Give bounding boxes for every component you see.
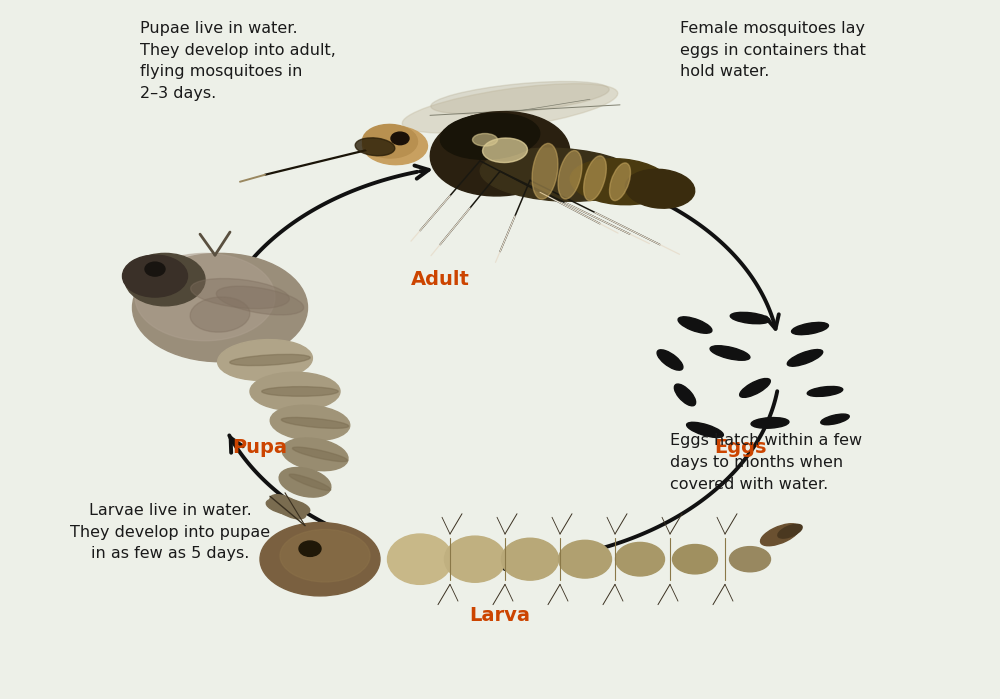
Ellipse shape — [751, 417, 789, 428]
Ellipse shape — [710, 346, 750, 360]
Ellipse shape — [440, 113, 540, 159]
Text: Pupae live in water.
They develop into adult,
flying mosquitoes in
2–3 days.: Pupae live in water. They develop into a… — [140, 21, 336, 101]
Ellipse shape — [266, 498, 310, 515]
Ellipse shape — [145, 262, 165, 276]
Ellipse shape — [444, 536, 506, 582]
Ellipse shape — [125, 254, 205, 306]
Text: Adult: Adult — [411, 270, 469, 289]
Ellipse shape — [250, 372, 340, 411]
Ellipse shape — [558, 540, 612, 578]
Ellipse shape — [299, 541, 321, 556]
Ellipse shape — [687, 422, 723, 438]
Ellipse shape — [616, 542, 664, 576]
Ellipse shape — [674, 384, 696, 406]
Ellipse shape — [502, 538, 558, 580]
Ellipse shape — [480, 148, 640, 201]
Ellipse shape — [363, 126, 427, 165]
Ellipse shape — [483, 138, 527, 163]
Ellipse shape — [230, 354, 310, 366]
Ellipse shape — [132, 253, 308, 362]
Ellipse shape — [135, 254, 275, 341]
Ellipse shape — [657, 350, 683, 370]
Ellipse shape — [363, 124, 417, 158]
Ellipse shape — [678, 317, 712, 333]
Text: Pupa: Pupa — [232, 438, 288, 457]
Ellipse shape — [430, 112, 570, 196]
Ellipse shape — [787, 350, 823, 366]
Ellipse shape — [584, 156, 606, 201]
Ellipse shape — [216, 286, 304, 315]
Ellipse shape — [740, 379, 770, 397]
Ellipse shape — [792, 322, 828, 335]
Ellipse shape — [279, 468, 331, 497]
Text: Larvae live in water.
They develop into pupae
in as few as 5 days.: Larvae live in water. They develop into … — [70, 503, 270, 561]
Ellipse shape — [730, 547, 770, 572]
Text: Female mosquitoes lay
eggs in containers that
hold water.: Female mosquitoes lay eggs in containers… — [680, 21, 866, 79]
Ellipse shape — [532, 143, 558, 199]
Ellipse shape — [402, 84, 618, 133]
Ellipse shape — [270, 405, 350, 440]
Ellipse shape — [280, 530, 370, 582]
Ellipse shape — [292, 447, 348, 461]
Ellipse shape — [281, 417, 349, 428]
Ellipse shape — [218, 340, 312, 380]
Ellipse shape — [570, 159, 670, 205]
Ellipse shape — [558, 150, 582, 199]
Ellipse shape — [270, 495, 306, 519]
Ellipse shape — [610, 163, 630, 201]
Ellipse shape — [473, 134, 498, 146]
Ellipse shape — [625, 169, 695, 208]
Text: Larva: Larva — [470, 605, 530, 625]
Ellipse shape — [260, 523, 380, 596]
Text: Eggs hatch within a few
days to months when
covered with water.: Eggs hatch within a few days to months w… — [670, 433, 862, 491]
Ellipse shape — [821, 414, 849, 425]
Ellipse shape — [190, 297, 250, 332]
Ellipse shape — [761, 524, 799, 546]
Ellipse shape — [391, 132, 409, 145]
Ellipse shape — [388, 534, 452, 584]
Ellipse shape — [191, 278, 289, 309]
Ellipse shape — [778, 524, 802, 538]
Ellipse shape — [355, 138, 395, 156]
Ellipse shape — [431, 82, 609, 114]
Text: Eggs: Eggs — [714, 438, 766, 457]
Ellipse shape — [282, 438, 348, 470]
Ellipse shape — [730, 312, 770, 324]
Ellipse shape — [289, 474, 331, 491]
Ellipse shape — [673, 545, 718, 574]
Ellipse shape — [807, 387, 843, 396]
Ellipse shape — [122, 255, 188, 297]
Ellipse shape — [262, 387, 338, 396]
